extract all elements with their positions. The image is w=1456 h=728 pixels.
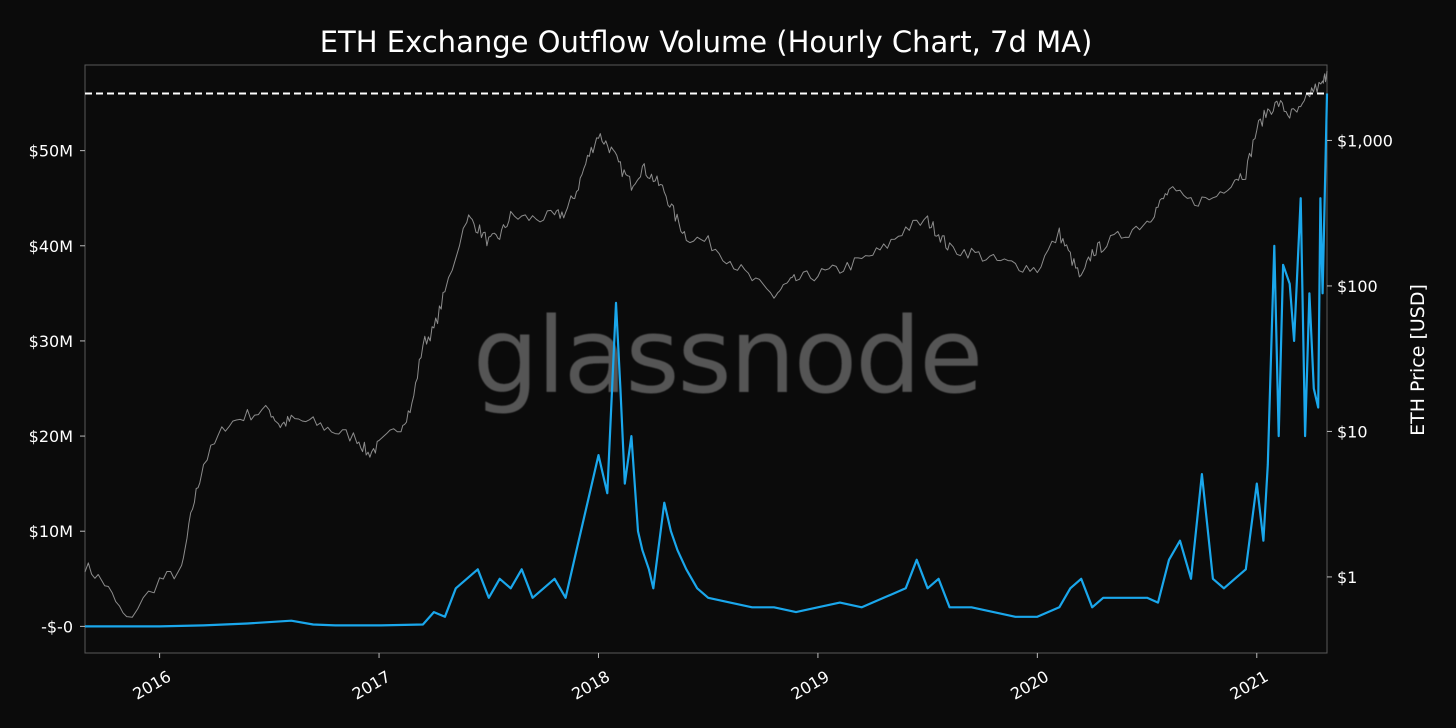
y-left-tick-label: $40M	[29, 237, 73, 256]
y-right-tick-label: $100	[1337, 277, 1378, 296]
y-left-tick-label: $50M	[29, 142, 73, 161]
y-right-tick-label: $1,000	[1337, 131, 1393, 150]
watermark-text: glassnode	[473, 295, 982, 417]
y-left-tick-label: $30M	[29, 332, 73, 351]
y-right-tick-label: $10	[1337, 422, 1368, 441]
chart-title: ETH Exchange Outflow Volume (Hourly Char…	[320, 25, 1093, 59]
y-right-tick-label: $1	[1337, 568, 1357, 587]
y-left-tick-label: $20M	[29, 427, 73, 446]
series-layer	[84, 70, 1329, 628]
y-left-tick-label: -$-0	[41, 617, 73, 636]
y-left-tick-label: $10M	[29, 522, 73, 541]
y-right-axis-label: ETH Price [USD]	[1407, 284, 1429, 436]
plot-frame	[84, 64, 1328, 654]
outflow-series-line	[85, 93, 1329, 628]
price-series-line	[84, 70, 1328, 618]
